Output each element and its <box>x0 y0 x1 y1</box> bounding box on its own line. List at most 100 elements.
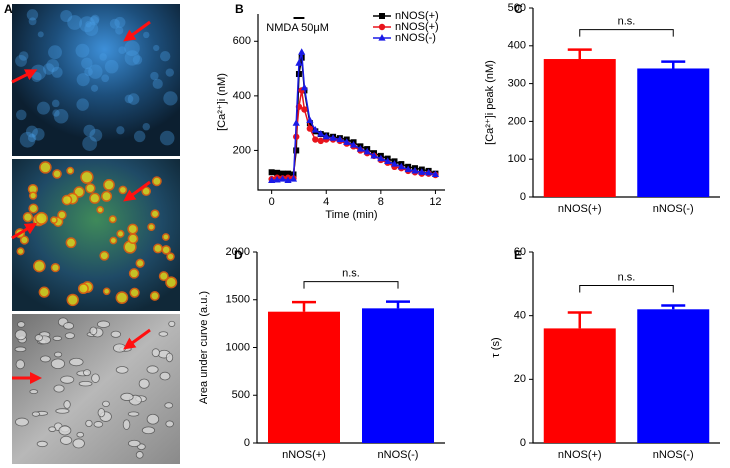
cell <box>51 99 60 108</box>
legend-label: nNOS(-) <box>395 32 436 44</box>
y-axis-label: [Ca²⁺]i peak (nM) <box>484 60 496 145</box>
cell <box>27 133 37 143</box>
cell <box>129 287 140 298</box>
data-point <box>300 83 309 91</box>
data-point <box>268 169 275 176</box>
cell <box>115 26 124 35</box>
y-tick-label: 2000 <box>226 246 250 258</box>
cell <box>40 355 51 363</box>
cell <box>31 71 42 83</box>
cell <box>37 31 44 38</box>
x-tick-label: nNOS(+) <box>558 203 602 215</box>
cell <box>82 136 98 151</box>
data-point <box>317 137 324 145</box>
cell <box>89 128 103 142</box>
y-tick-label: 500 <box>232 389 250 401</box>
y-tick-label: 60 <box>514 246 526 258</box>
y-tick-label: 300 <box>508 78 526 90</box>
cell <box>84 22 99 36</box>
cell <box>153 243 163 254</box>
data-point <box>363 147 371 155</box>
data-point <box>317 130 325 137</box>
cell <box>16 247 25 256</box>
cell <box>72 438 85 449</box>
data-point <box>390 160 399 167</box>
y-tick-label: 20 <box>514 373 526 385</box>
cell <box>61 194 73 206</box>
cell <box>66 293 79 307</box>
error-bar <box>567 311 592 329</box>
error-bar <box>661 60 686 69</box>
x-tick-label: 4 <box>323 196 329 208</box>
cell <box>159 371 171 381</box>
cell <box>50 216 58 224</box>
cell <box>28 17 37 26</box>
cell <box>90 14 100 24</box>
bar <box>362 308 434 443</box>
cell <box>102 400 110 408</box>
cell <box>69 357 84 367</box>
data-point <box>418 168 426 175</box>
cell <box>142 122 150 131</box>
data-point <box>274 169 281 176</box>
cell <box>152 78 163 89</box>
y-tick-label: 200 <box>508 115 526 127</box>
arrow <box>123 328 151 350</box>
cell <box>135 451 144 459</box>
y-axis-label: Area under curve (a.u.) <box>198 291 210 404</box>
cell <box>48 45 62 60</box>
cell <box>96 206 105 214</box>
cell <box>22 212 34 223</box>
cell <box>15 417 29 427</box>
cell <box>158 271 169 282</box>
error-bar <box>567 48 592 60</box>
cell <box>96 320 111 328</box>
cell <box>25 125 38 138</box>
cell <box>15 55 27 67</box>
cell <box>14 329 27 341</box>
legend-marker <box>378 34 386 41</box>
cell <box>76 73 90 87</box>
cell <box>52 335 62 341</box>
annotation: n.s. <box>618 271 636 283</box>
cell <box>34 211 49 225</box>
cell <box>18 51 29 61</box>
cell <box>36 101 50 115</box>
cell <box>34 334 43 342</box>
data-point <box>312 136 319 143</box>
cell <box>127 233 139 245</box>
bar <box>268 311 340 443</box>
cell <box>36 440 48 448</box>
cell <box>39 161 52 174</box>
cell <box>166 252 175 261</box>
cell <box>147 222 156 232</box>
cell <box>135 258 145 268</box>
cell <box>112 343 127 353</box>
cell <box>109 18 120 29</box>
cell <box>33 259 46 273</box>
cell <box>76 431 85 438</box>
cell <box>149 291 160 301</box>
cell <box>110 330 122 338</box>
cell <box>50 262 61 273</box>
axes <box>257 14 445 191</box>
cell <box>104 59 119 74</box>
data-point <box>425 168 433 176</box>
x-tick-label: nNOS(+) <box>282 449 326 461</box>
cell <box>127 93 140 105</box>
cell <box>99 250 110 261</box>
cell <box>64 332 75 339</box>
cell <box>101 190 113 202</box>
cell <box>165 68 174 77</box>
panel-label: C <box>514 2 523 16</box>
significance-bracket <box>579 29 674 37</box>
cell <box>164 402 174 409</box>
cell <box>14 346 27 353</box>
cell <box>150 209 160 219</box>
data-point <box>279 170 286 177</box>
cell <box>53 108 69 124</box>
cell <box>38 286 50 298</box>
cell <box>15 359 25 370</box>
cell <box>168 320 176 327</box>
cell <box>141 426 156 435</box>
